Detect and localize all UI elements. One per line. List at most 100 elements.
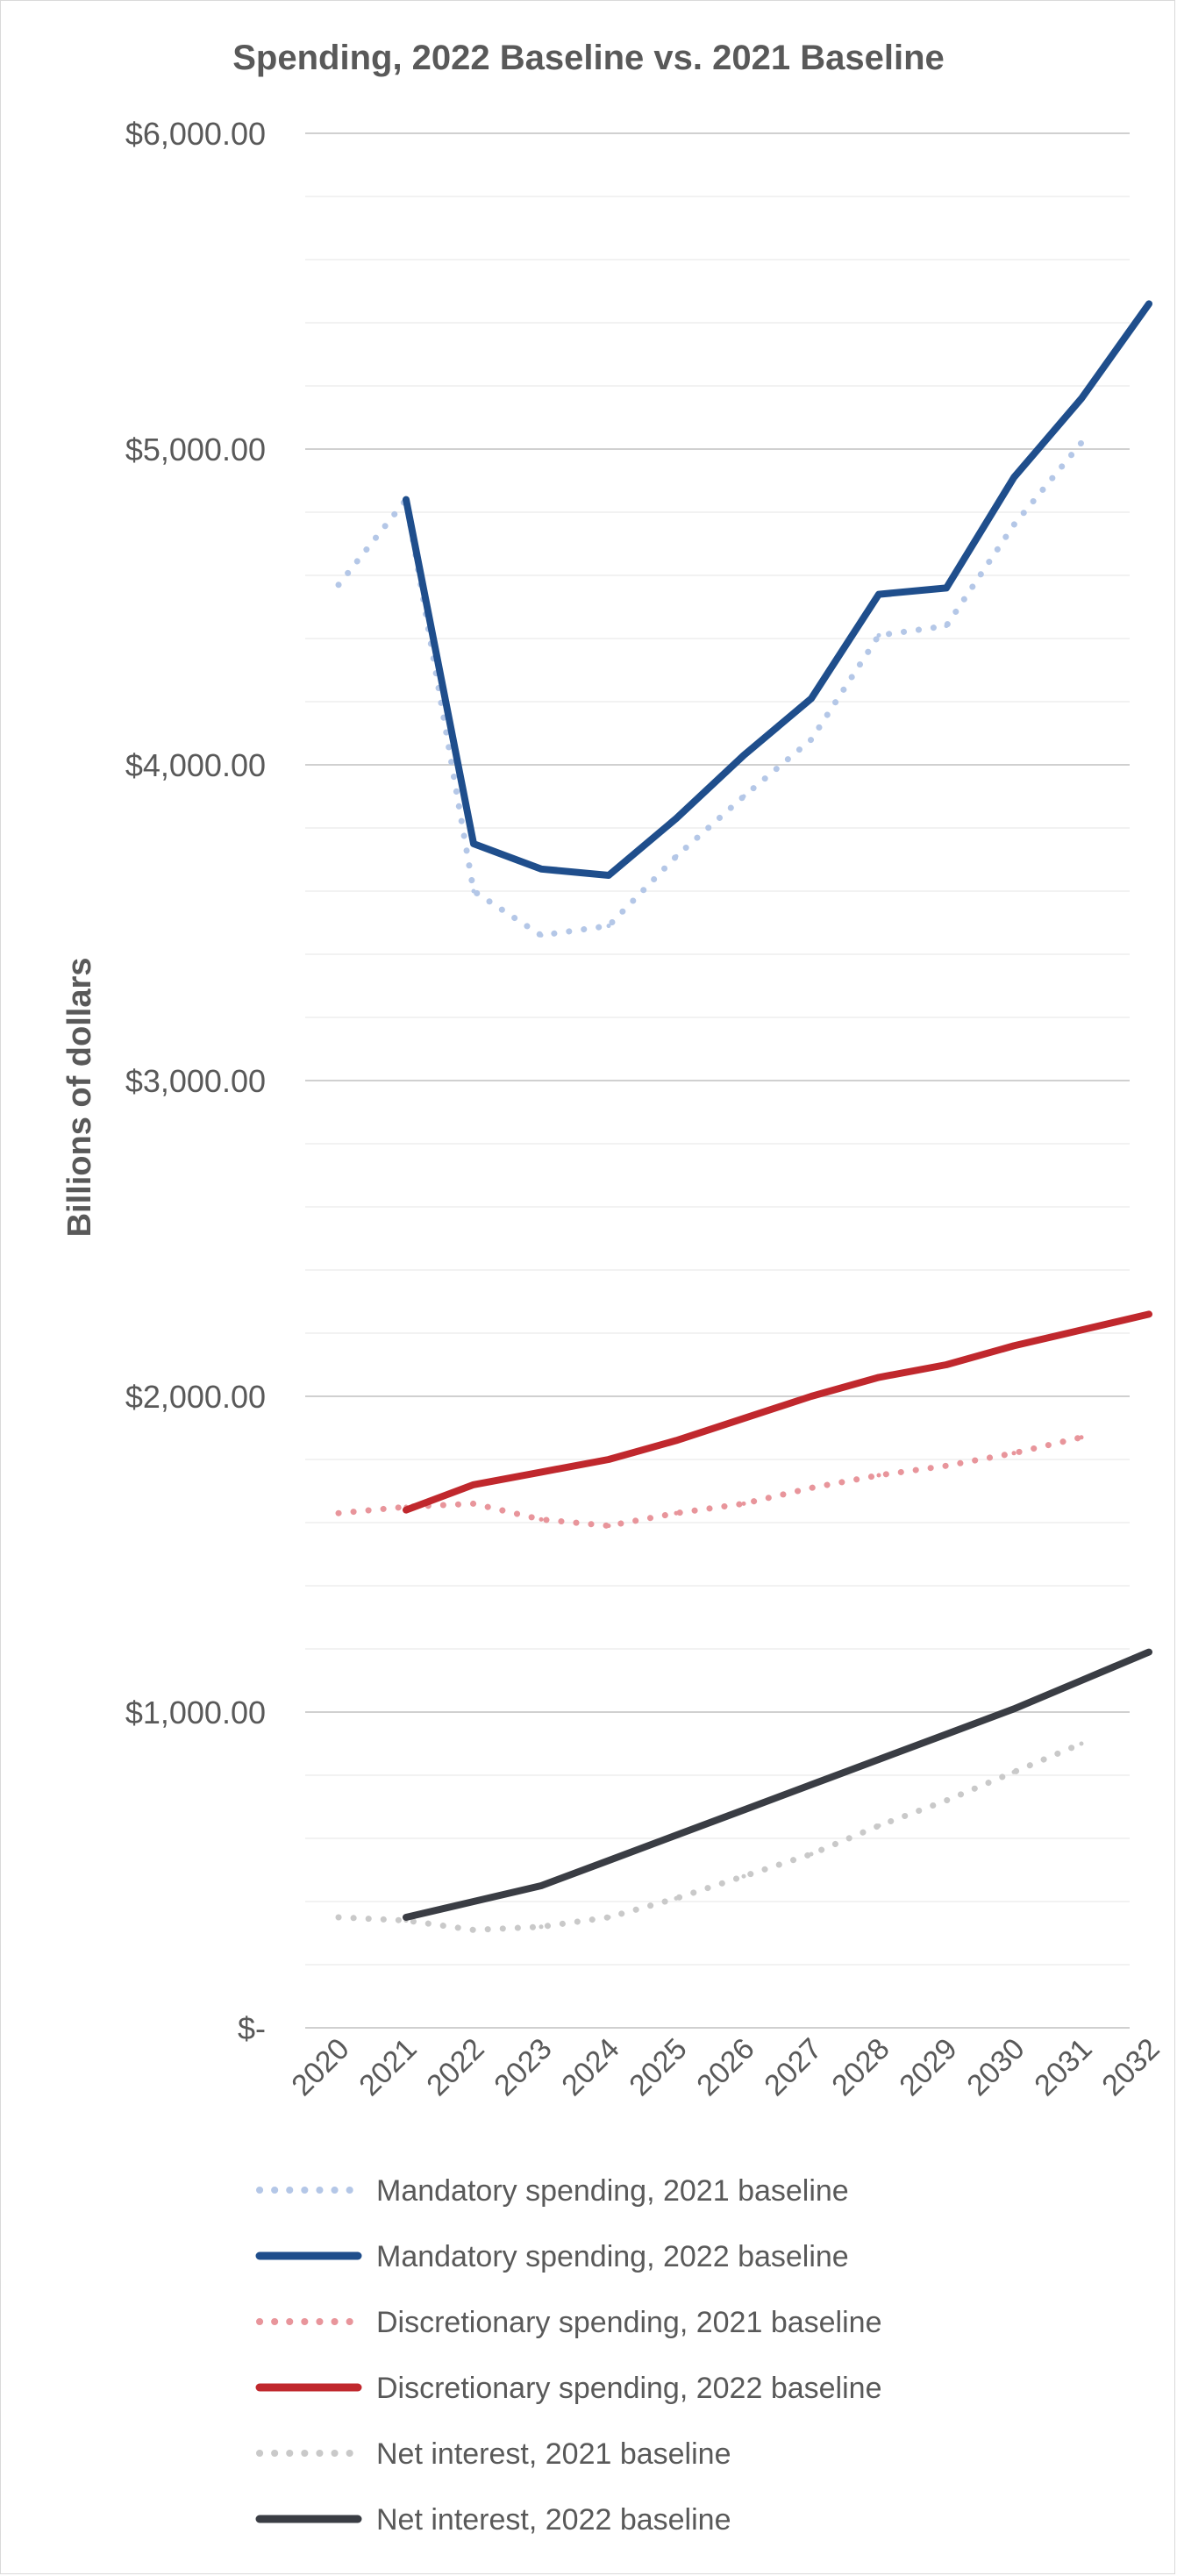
series-line bbox=[403, 300, 1152, 879]
x-tick-label: 2031 bbox=[1028, 2032, 1098, 2102]
data-point bbox=[1079, 1678, 1084, 1683]
y-tick-label: $3,000.00 bbox=[125, 1063, 266, 1099]
data-point bbox=[1079, 440, 1084, 446]
data-point bbox=[403, 497, 409, 503]
data-point bbox=[336, 582, 341, 588]
gridlines bbox=[305, 132, 1130, 2029]
data-point bbox=[674, 1510, 679, 1516]
data-point bbox=[471, 888, 476, 894]
legend-item: Mandatory spending, 2022 baseline bbox=[255, 2240, 849, 2273]
data-point bbox=[944, 624, 949, 629]
data-point bbox=[741, 1873, 746, 1879]
x-tick-label: 2022 bbox=[420, 2032, 490, 2102]
data-point bbox=[674, 1832, 679, 1837]
y-tick-label: $1,000.00 bbox=[125, 1695, 266, 1730]
data-point bbox=[606, 924, 611, 929]
data-point bbox=[809, 1394, 814, 1399]
x-tick-label: 2020 bbox=[285, 2032, 355, 2102]
data-point bbox=[1079, 1327, 1084, 1332]
data-point bbox=[539, 867, 544, 872]
data-point bbox=[809, 1485, 814, 1490]
data-point bbox=[1146, 1650, 1152, 1655]
y-tick-label: $2,000.00 bbox=[125, 1379, 266, 1415]
data-point bbox=[1011, 522, 1016, 527]
data-point bbox=[1146, 1311, 1152, 1317]
data-point bbox=[1011, 1769, 1016, 1774]
series-3 bbox=[335, 1434, 1085, 1530]
x-tick-label: 2029 bbox=[893, 2032, 963, 2102]
x-tick-label: 2030 bbox=[960, 2032, 1031, 2102]
data-point bbox=[876, 1374, 881, 1380]
data-point bbox=[1011, 1451, 1016, 1456]
legend-item: Net interest, 2021 baseline bbox=[256, 2437, 731, 2471]
data-point bbox=[539, 932, 544, 938]
legend-item: Net interest, 2022 baseline bbox=[255, 2503, 731, 2537]
x-tick-label: 2028 bbox=[825, 2032, 895, 2102]
data-point bbox=[1011, 1343, 1016, 1348]
legend-label: Mandatory spending, 2021 baseline bbox=[376, 2174, 849, 2208]
data-point bbox=[876, 1473, 881, 1478]
series-line bbox=[403, 1648, 1152, 1921]
y-tick-label: $6,000.00 bbox=[125, 116, 266, 152]
data-point bbox=[741, 1416, 746, 1421]
data-point bbox=[674, 816, 679, 821]
x-tick-label: 2026 bbox=[690, 2032, 760, 2102]
legend-label: Net interest, 2021 baseline bbox=[376, 2437, 731, 2471]
legend-label: Discretionary spending, 2022 baseline bbox=[376, 2372, 881, 2405]
x-tick-label: 2032 bbox=[1095, 2032, 1166, 2102]
legend: Mandatory spending, 2021 baseline Mandato… bbox=[255, 2174, 881, 2537]
legend-label: Discretionary spending, 2021 baseline bbox=[376, 2306, 881, 2339]
series-1 bbox=[335, 439, 1085, 938]
data-point bbox=[1079, 1741, 1084, 1746]
y-tick-label: $4,000.00 bbox=[125, 747, 266, 783]
data-point bbox=[403, 1508, 409, 1513]
legend-item: Discretionary spending, 2022 baseline bbox=[255, 2372, 881, 2405]
series-2 bbox=[403, 300, 1152, 879]
data-point bbox=[471, 1482, 476, 1488]
data-point bbox=[1011, 1706, 1016, 1711]
data-point bbox=[809, 1852, 814, 1857]
series-line bbox=[335, 1434, 1085, 1530]
data-point bbox=[741, 794, 746, 799]
data-point bbox=[539, 1469, 544, 1474]
data-point bbox=[741, 1501, 746, 1506]
series-line bbox=[403, 1310, 1152, 1514]
series-4 bbox=[403, 1310, 1152, 1514]
data-point bbox=[1146, 301, 1152, 306]
data-point bbox=[606, 1523, 611, 1529]
data-point bbox=[944, 1798, 949, 1803]
data-point bbox=[944, 1731, 949, 1737]
legend-label: Net interest, 2022 baseline bbox=[376, 2503, 731, 2537]
data-point bbox=[606, 873, 611, 878]
data-point bbox=[336, 1510, 341, 1516]
data-point bbox=[606, 1915, 611, 1920]
data-point bbox=[876, 632, 881, 638]
data-point bbox=[403, 1915, 409, 1920]
y-axis-ticks: $- $1,000.00 $2,000.00 $3,000.00 $4,000.00 $5… bbox=[125, 116, 266, 2046]
legend-label: Mandatory spending, 2022 baseline bbox=[376, 2240, 849, 2273]
data-point bbox=[674, 1895, 679, 1901]
data-point bbox=[1079, 396, 1084, 401]
data-point bbox=[539, 1883, 544, 1888]
x-tick-label: 2023 bbox=[488, 2032, 558, 2102]
series-line bbox=[335, 1740, 1085, 1933]
series-lines bbox=[335, 300, 1152, 1933]
data-point bbox=[336, 1915, 341, 1920]
data-point bbox=[809, 1782, 814, 1788]
data-point bbox=[471, 841, 476, 846]
data-point bbox=[1079, 1435, 1084, 1440]
data-point bbox=[471, 1927, 476, 1932]
x-tick-label: 2025 bbox=[623, 2032, 693, 2102]
data-point bbox=[944, 1463, 949, 1468]
data-point bbox=[876, 592, 881, 597]
data-point bbox=[606, 1858, 611, 1863]
x-tick-label: 2021 bbox=[353, 2032, 423, 2102]
data-point bbox=[809, 696, 814, 701]
data-point bbox=[471, 1899, 476, 1904]
x-tick-label: 2024 bbox=[555, 2032, 625, 2102]
series-line bbox=[335, 439, 1085, 938]
x-tick-label: 2027 bbox=[758, 2032, 828, 2102]
chart-title: Spending, 2022 Baseline vs. 2021 Baselin… bbox=[232, 39, 945, 77]
y-tick-label: $- bbox=[238, 2010, 266, 2046]
